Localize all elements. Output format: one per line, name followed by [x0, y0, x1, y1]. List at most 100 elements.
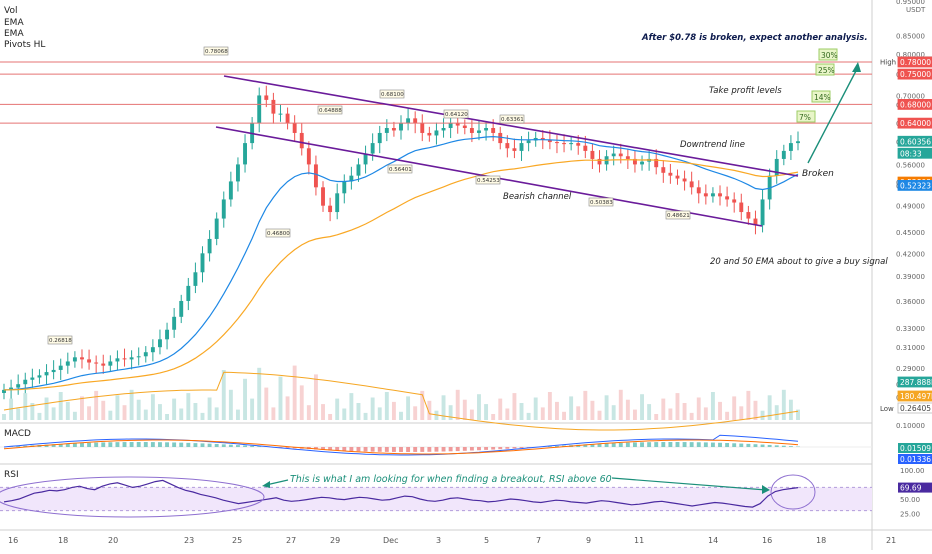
- price-axis-tick: 0.85000: [896, 32, 925, 40]
- macd-histogram-bar: [399, 447, 403, 452]
- rsi-band: [0, 487, 872, 510]
- profit-target-label: 25%: [818, 66, 835, 75]
- macd-histogram-bar: [115, 442, 119, 447]
- volume-bar: [392, 402, 396, 420]
- volume-bar: [683, 403, 687, 420]
- volume-bar: [739, 406, 743, 420]
- candle-body: [123, 358, 127, 359]
- volume-bar: [123, 405, 127, 420]
- volume-bar: [16, 409, 20, 421]
- pivot-label-text: 0.64120: [445, 112, 468, 118]
- candle-body: [264, 95, 268, 99]
- time-axis-tick: 23: [184, 536, 194, 545]
- volume-bar: [562, 412, 566, 420]
- volume-bar: [321, 404, 325, 420]
- macd-histogram-bar: [108, 442, 112, 447]
- macd-histogram-bar: [364, 447, 368, 451]
- macd-histogram-bar: [484, 447, 488, 450]
- macd-histogram-bar: [754, 444, 758, 447]
- chart-annotation: Take profit levels: [709, 86, 782, 96]
- candle-body: [94, 363, 98, 364]
- macd-histogram-bar: [94, 443, 98, 447]
- candle-body: [208, 239, 212, 253]
- candle-body: [279, 114, 283, 115]
- volume-bar: [250, 399, 254, 420]
- time-axis-tick: 16: [762, 536, 772, 545]
- price-label-value: 0.64000: [900, 119, 931, 128]
- volume-bar: [307, 405, 311, 420]
- volume-bar: [569, 396, 573, 420]
- macd-histogram-bar: [456, 447, 460, 451]
- volume-bar: [633, 410, 637, 420]
- macd-histogram-bar: [683, 442, 687, 447]
- candle-body: [328, 206, 332, 212]
- macd-histogram-bar: [123, 442, 127, 447]
- price-axis-tick: 0.39000: [896, 273, 925, 281]
- candle-body: [626, 156, 630, 159]
- candle-body: [505, 143, 509, 148]
- candle-body: [661, 167, 665, 173]
- pivot-label-text: 0.48621: [667, 213, 690, 219]
- price-axis-tick: 0.45000: [896, 229, 925, 237]
- candle-body: [590, 151, 594, 159]
- volume-bar: [378, 407, 382, 420]
- volume-bar: [87, 406, 91, 420]
- candle-body: [16, 384, 20, 387]
- price-axis-tick: 0.10000: [896, 422, 925, 430]
- macd-histogram-bar: [732, 443, 736, 447]
- pivot-label-text: 0.64888: [319, 108, 342, 114]
- price-label-tag: Low: [880, 405, 894, 413]
- candle-body: [491, 128, 495, 133]
- macd-histogram-bar: [520, 447, 524, 448]
- volume-bar: [300, 385, 304, 420]
- rsi-arrow-left-head: [262, 481, 270, 488]
- candle-body: [676, 176, 680, 179]
- pivot-label-text: 0.63361: [501, 117, 524, 123]
- candle-body: [789, 143, 793, 151]
- volume-bar: [711, 392, 715, 420]
- macd-histogram-bar: [215, 444, 219, 447]
- rsi-annotation: This is what I am looking for when findi…: [290, 474, 612, 485]
- candle-body: [243, 143, 247, 164]
- macd-histogram-bar: [378, 447, 382, 452]
- volume-bar: [158, 404, 162, 420]
- macd-histogram-bar: [349, 447, 353, 451]
- volume-bar: [335, 399, 339, 420]
- candle-body: [73, 357, 77, 361]
- time-axis-tick: 3: [436, 536, 441, 545]
- volume-bar: [172, 399, 176, 420]
- macd-histogram-bar: [612, 443, 616, 447]
- pivot-label-text: 0.26818: [49, 338, 72, 344]
- macd-histogram-bar: [668, 442, 672, 447]
- price-axis-unit: USDT: [906, 6, 926, 14]
- macd-histogram-bar: [158, 442, 162, 447]
- volume-bar: [406, 396, 410, 420]
- price-label-value: 0.78000: [900, 58, 931, 67]
- price-axis-tick: 0.29000: [896, 365, 925, 373]
- price-label-value: 0.26405: [900, 404, 931, 413]
- macd-histogram-bar: [640, 442, 644, 447]
- time-axis-tick: 18: [58, 536, 68, 545]
- macd-histogram-bar: [87, 443, 91, 447]
- candle-body: [427, 133, 431, 136]
- candle-body: [782, 151, 786, 159]
- volume-bar: [676, 393, 680, 420]
- macd-histogram-bar: [463, 447, 467, 451]
- macd-value-text: 0.01509: [900, 444, 931, 453]
- legend-ema-20: EMA: [4, 18, 24, 28]
- macd-histogram-bar: [357, 447, 361, 451]
- pivot-label-text: 0.54253: [477, 178, 500, 184]
- volume-bar: [257, 368, 261, 420]
- candle-body: [399, 123, 403, 130]
- macd-histogram-bar: [392, 447, 396, 452]
- volume-bar: [690, 413, 694, 420]
- macd-histogram-bar: [697, 442, 701, 447]
- price-axis-tick: 0.31000: [896, 344, 925, 352]
- candle-body: [555, 142, 559, 143]
- candle-body: [37, 375, 41, 377]
- macd-histogram-bar: [512, 447, 516, 448]
- macd-histogram-bar: [186, 443, 190, 447]
- volume-bar: [222, 370, 226, 420]
- volume-bar: [130, 390, 134, 420]
- macd-value-text: 0.01336: [900, 455, 931, 464]
